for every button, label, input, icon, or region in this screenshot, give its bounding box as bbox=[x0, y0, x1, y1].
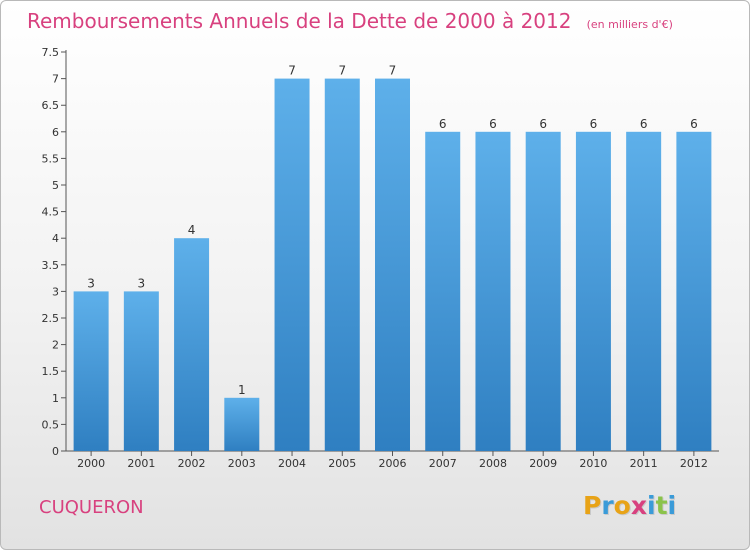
y-tick-label: 3 bbox=[52, 285, 59, 298]
y-tick-label: 6 bbox=[52, 126, 59, 139]
logo-letter: x bbox=[630, 491, 647, 520]
data-label: 4 bbox=[188, 223, 196, 237]
data-label: 7 bbox=[338, 64, 346, 78]
x-tick-label: 2002 bbox=[178, 457, 206, 470]
data-label: 1 bbox=[238, 383, 246, 397]
bar bbox=[324, 78, 360, 451]
bar bbox=[525, 131, 561, 452]
data-label: 6 bbox=[489, 117, 497, 131]
data-label: 6 bbox=[640, 117, 648, 131]
x-tick-label: 2010 bbox=[579, 457, 607, 470]
y-tick-label: 2.5 bbox=[42, 312, 60, 325]
y-tick-label: 1.5 bbox=[42, 365, 60, 378]
x-tick-label: 2007 bbox=[429, 457, 457, 470]
data-label: 7 bbox=[389, 64, 397, 78]
bar bbox=[425, 131, 461, 452]
logo-letter: i bbox=[647, 491, 656, 520]
x-tick-label: 2006 bbox=[379, 457, 407, 470]
data-label: 7 bbox=[288, 64, 296, 78]
y-tick-label: 1 bbox=[52, 392, 59, 405]
proxiti-logo: Proxiti bbox=[583, 491, 676, 520]
bar bbox=[676, 131, 712, 452]
chart-title-text: Remboursements Annuels de la Dette de 20… bbox=[27, 9, 572, 33]
x-tick-label: 2005 bbox=[328, 457, 356, 470]
y-tick-label: 6.5 bbox=[42, 99, 60, 112]
bar bbox=[123, 291, 159, 451]
data-label: 3 bbox=[87, 276, 95, 290]
y-tick-label: 3.5 bbox=[42, 259, 60, 272]
x-tick-label: 2004 bbox=[278, 457, 306, 470]
logo-letter: i bbox=[667, 491, 677, 520]
logo-letter: t bbox=[655, 491, 668, 520]
data-label: 6 bbox=[690, 117, 698, 131]
commune-name: CUQUERON bbox=[39, 497, 144, 518]
bar bbox=[626, 131, 662, 452]
y-tick-label: 4 bbox=[52, 232, 59, 245]
x-tick-label: 2001 bbox=[127, 457, 155, 470]
bar bbox=[174, 238, 210, 451]
x-tick-label: 2003 bbox=[228, 457, 256, 470]
bar bbox=[575, 131, 611, 452]
bar bbox=[475, 131, 511, 452]
y-tick-label: 5 bbox=[52, 179, 59, 192]
y-tick-label: 0.5 bbox=[42, 418, 60, 431]
data-label: 3 bbox=[138, 276, 146, 290]
x-tick-label: 2011 bbox=[630, 457, 658, 470]
logo-letter: o bbox=[613, 491, 631, 520]
y-tick-label: 2 bbox=[52, 339, 59, 352]
x-tick-label: 2000 bbox=[77, 457, 105, 470]
data-label: 6 bbox=[439, 117, 447, 131]
x-tick-label: 2012 bbox=[680, 457, 708, 470]
chart-unit: (en milliers d'€) bbox=[586, 18, 673, 31]
y-tick-label: 7.5 bbox=[42, 46, 60, 59]
x-tick-label: 2008 bbox=[479, 457, 507, 470]
bar bbox=[73, 291, 109, 451]
bar bbox=[224, 397, 260, 451]
data-label: 6 bbox=[590, 117, 598, 131]
chart-title: Remboursements Annuels de la Dette de 20… bbox=[27, 9, 673, 33]
bar bbox=[375, 78, 410, 451]
x-tick-label: 2009 bbox=[529, 457, 557, 470]
bar bbox=[274, 78, 310, 451]
y-tick-label: 4.5 bbox=[42, 206, 60, 219]
data-label: 6 bbox=[539, 117, 547, 131]
y-tick-label: 0 bbox=[52, 445, 59, 458]
y-tick-label: 7 bbox=[52, 73, 59, 86]
logo-letter: P bbox=[583, 491, 602, 520]
logo-letter: r bbox=[601, 491, 614, 520]
y-tick-label: 5.5 bbox=[42, 152, 60, 165]
